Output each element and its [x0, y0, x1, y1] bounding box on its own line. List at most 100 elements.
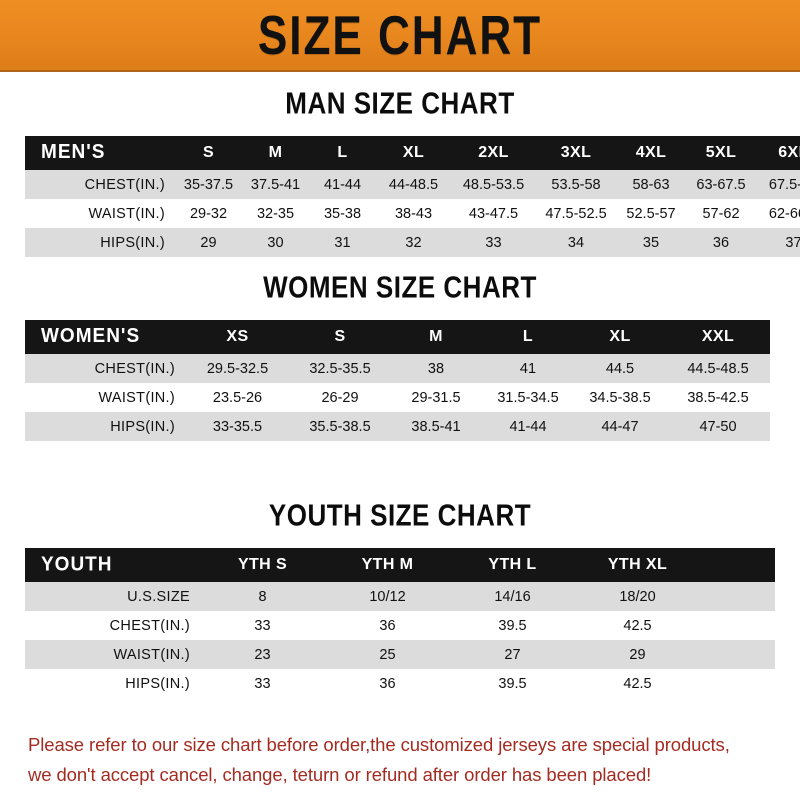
cell-value: 37	[785, 234, 800, 251]
cell-value: 29-31.5	[411, 389, 461, 406]
table-row: WAIST(IN.) 23 25 27 29	[25, 640, 775, 669]
row-label-chest-in: CHEST(IN.)	[94, 360, 175, 377]
cell-value	[700, 611, 775, 640]
column-header-xxl: XXL	[701, 328, 735, 345]
cell-value: 29.5-32.5	[206, 360, 269, 377]
cell-value: 41-44	[323, 176, 362, 193]
cell-value: 48.5-53.5	[462, 176, 525, 193]
cell-value: 26-29	[321, 389, 359, 406]
column-header-xl: XL	[402, 144, 425, 161]
table-header-row: MEN'S S M L XL 2XL 3XL 4XL 5XL 6XL	[25, 136, 800, 170]
column-header-3xl: 3XL	[560, 144, 592, 161]
row-label-hips-in: HIPS(IN.)	[125, 675, 190, 692]
table-row: CHEST(IN.) 29.5-32.5 32.5-35.5 38 41 44.5 44.5…	[25, 354, 770, 383]
column-header-6xl: 6XL	[778, 144, 800, 161]
section-title-women: WOMEN SIZE CHART	[263, 269, 537, 305]
cell-value: 33-35.5	[212, 418, 263, 435]
cell-value: 38.5-41	[411, 418, 461, 435]
cell-value: 67.5-72	[768, 176, 800, 193]
table-row: HIPS(IN.) 33-35.5 35.5-38.5 38.5-41 41-44 44-…	[25, 412, 770, 441]
column-header-xs: XS	[226, 328, 249, 345]
row-label-waist-in: WAIST(IN.)	[98, 389, 175, 406]
cell-value: 41	[519, 360, 537, 377]
cell-value: 33	[254, 675, 271, 692]
cell-value: 63-67.5	[696, 176, 746, 193]
cell-value: 38.5-42.5	[687, 389, 749, 406]
cell-value: 44.5	[605, 360, 635, 377]
column-header-4xl: 4XL	[635, 144, 667, 161]
cell-value: 35	[642, 234, 660, 251]
column-header-5xl: 5XL	[705, 144, 737, 161]
cell-value: 10/12	[369, 588, 406, 605]
cell-value: 43-47.5	[468, 205, 519, 222]
row-label-waist-in: WAIST(IN.)	[88, 205, 165, 222]
order-disclaimer: Please refer to our size chart before or…	[28, 730, 776, 790]
cell-value: 47-50	[699, 418, 737, 435]
table-header-row: WOMEN'S XS S M L XL XXL	[25, 320, 770, 354]
youth-table-body: YOUTH YTH S YTH M YTH L YTH XL U.S.SIZE 8 10/12…	[25, 548, 775, 698]
table-header-label: WOMEN'S	[41, 325, 141, 348]
cell-value: 30	[267, 234, 284, 251]
column-header-yth-m: YTH M	[361, 556, 414, 573]
row-label-hips-in: HIPS(IN.)	[100, 234, 165, 251]
page-banner: SIZE CHART	[0, 0, 800, 72]
cell-value: 32	[405, 234, 422, 251]
row-label-waist-in: WAIST(IN.)	[113, 646, 190, 663]
cell-value: 29-32	[189, 205, 228, 222]
section-title-man: MAN SIZE CHART	[285, 85, 515, 121]
cell-value: 42.5	[623, 617, 652, 634]
cell-value: 36	[712, 234, 730, 251]
cell-value: 29	[629, 646, 646, 663]
cell-value: 31.5-34.5	[497, 389, 559, 406]
column-header-l: L	[522, 328, 534, 345]
table-row: WAIST(IN.) 29-32 32-35 35-38 38-43 43-47.5 47.…	[25, 199, 800, 228]
cell-value: 42.5	[623, 675, 652, 692]
cell-value: 27	[504, 646, 521, 663]
column-header-2xl: 2XL	[478, 144, 509, 161]
table-row: U.S.SIZE 8 10/12 14/16 18/20	[25, 582, 775, 611]
table-row: CHEST(IN.) 33 36 39.5 42.5	[25, 611, 775, 640]
cell-value: 25	[379, 646, 396, 663]
cell-value: 29	[200, 234, 217, 251]
cell-value: 47.5-52.5	[545, 205, 607, 222]
table-header-row: YOUTH YTH S YTH M YTH L YTH XL	[25, 548, 775, 582]
cell-value: 38-43	[394, 205, 433, 222]
cell-value: 44-47	[601, 418, 639, 435]
column-header-m: M	[429, 328, 443, 345]
column-header-m: M	[268, 144, 283, 161]
cell-value: 35-37.5	[183, 176, 234, 193]
cell-value: 38	[427, 360, 445, 377]
cell-value: 62-66.5	[768, 205, 800, 222]
cell-value: 39.5	[498, 675, 527, 692]
column-header-yth-l: YTH L	[488, 556, 537, 573]
men-size-table: MEN'S S M L XL 2XL 3XL 4XL 5XL 6XL CHEST(IN.) 35-37…	[25, 136, 800, 257]
cell-value: 57-62	[702, 205, 740, 222]
column-header-yth-xl: YTH XL	[607, 556, 668, 573]
cell-value: 34.5-38.5	[589, 389, 651, 406]
table-header-label: YOUTH	[41, 553, 113, 576]
women-table-body: WOMEN'S XS S M L XL XXL CHEST(IN.) 29.5-32.5 32.5…	[25, 320, 770, 441]
youth-size-table: YOUTH YTH S YTH M YTH L YTH XL U.S.SIZE 8 10/12…	[25, 548, 775, 698]
column-header-blank	[700, 548, 775, 582]
cell-value: 37.5-41	[250, 176, 301, 193]
cell-value: 39.5	[498, 617, 527, 634]
page-title: SIZE CHART	[257, 4, 543, 66]
disclaimer-line-1: Please refer to our size chart before or…	[28, 734, 730, 755]
cell-value: 18/20	[619, 588, 656, 605]
row-label-chest-in: CHEST(IN.)	[109, 617, 190, 634]
cell-value: 36	[379, 675, 396, 692]
cell-value	[700, 640, 775, 669]
cell-value: 41-44	[509, 418, 547, 435]
cell-value: 32-35	[256, 205, 295, 222]
cell-value: 31	[334, 234, 351, 251]
men-table-body: MEN'S S M L XL 2XL 3XL 4XL 5XL 6XL CHEST(IN.) 35-37…	[25, 136, 800, 257]
cell-value: 44-48.5	[388, 176, 439, 193]
column-header-l: L	[337, 144, 348, 161]
cell-value: 52.5-57	[626, 205, 676, 222]
row-label-chest-in: CHEST(IN.)	[84, 176, 165, 193]
cell-value: 35.5-38.5	[309, 418, 371, 435]
cell-value: 32.5-35.5	[309, 360, 371, 377]
column-header-s: S	[202, 144, 215, 161]
table-header-label: MEN'S	[41, 141, 106, 164]
